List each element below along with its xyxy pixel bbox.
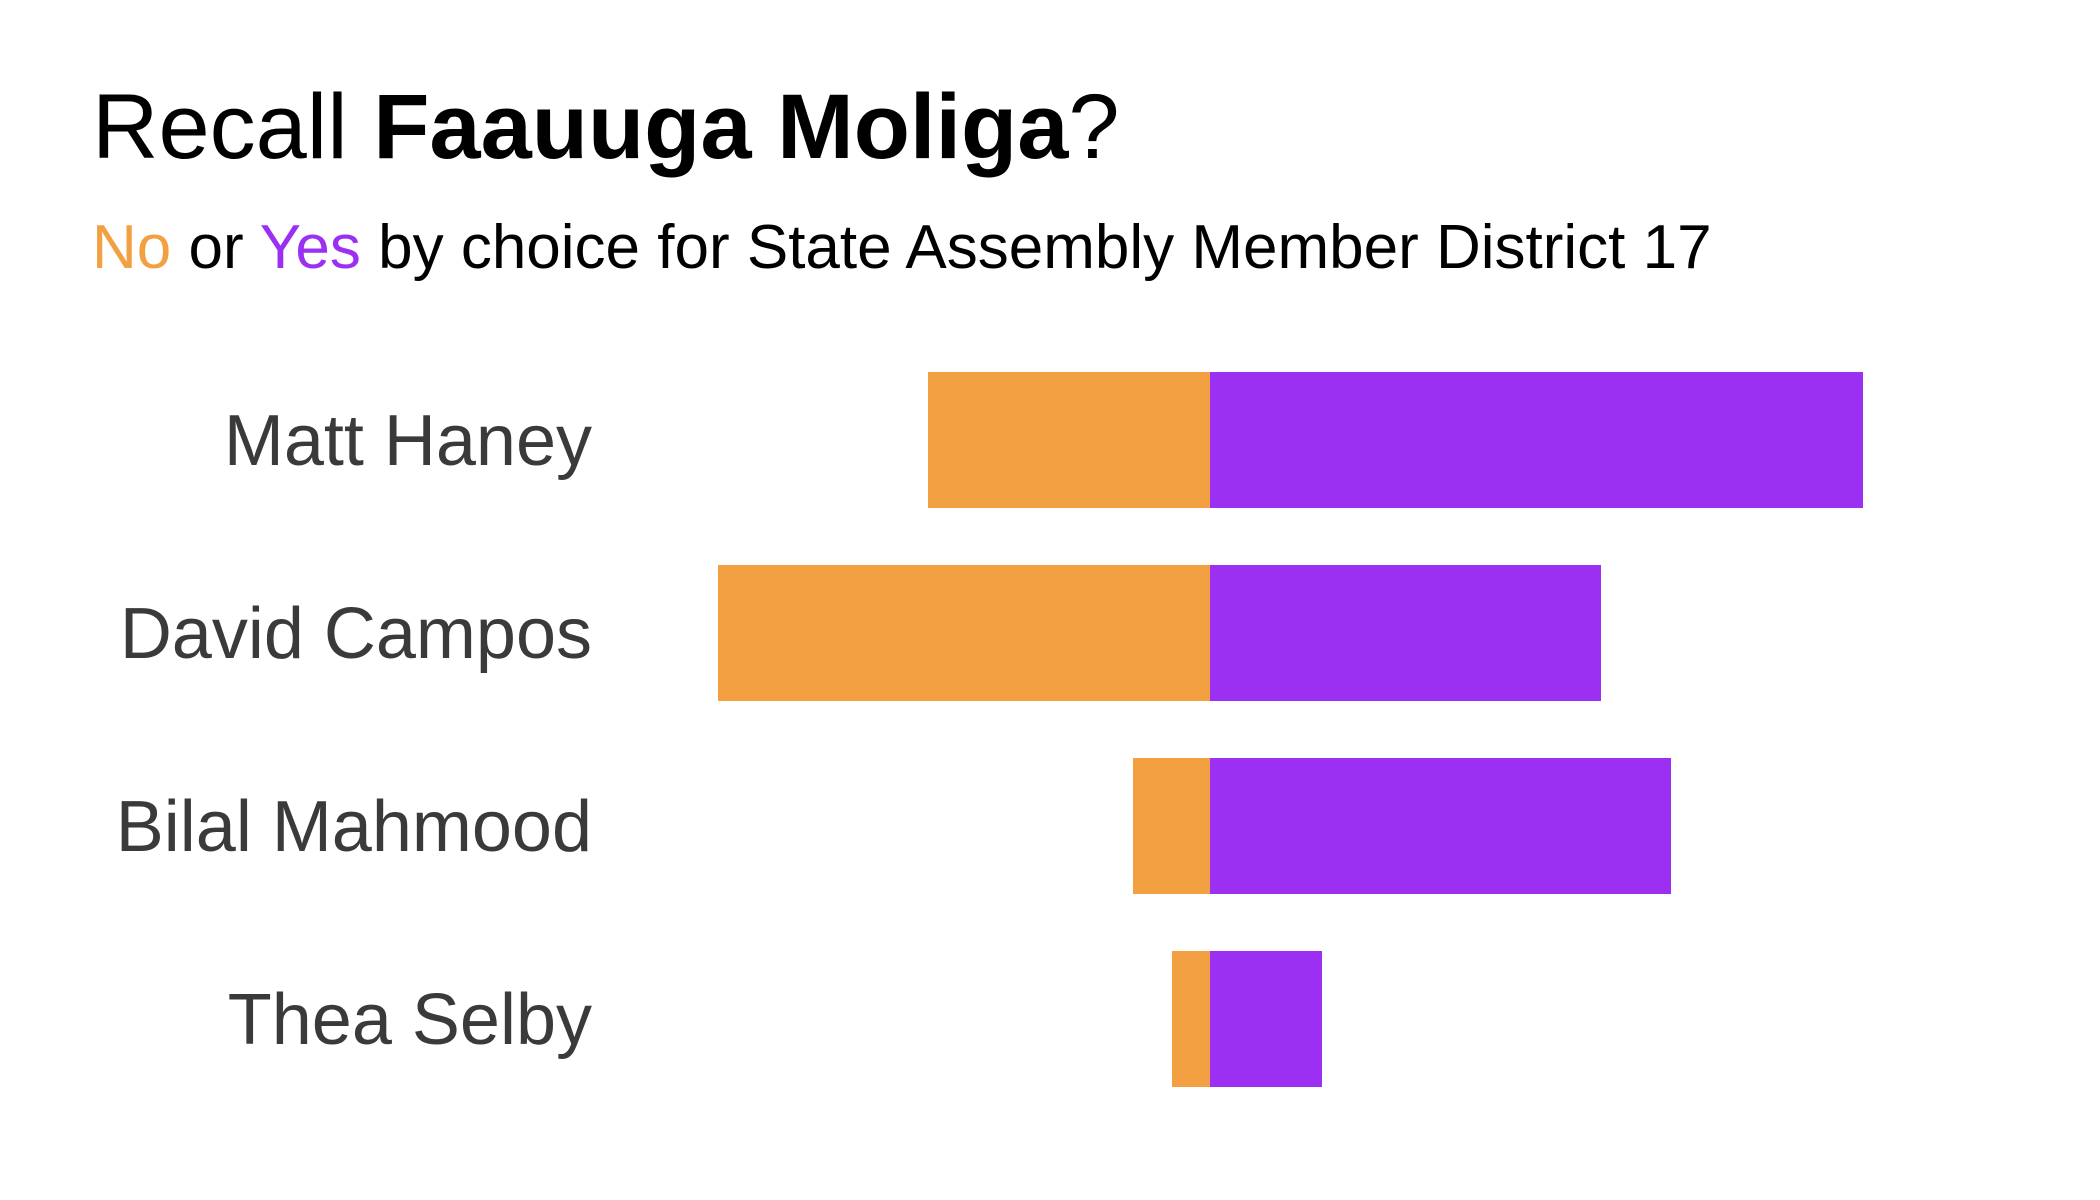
bar-no-matt-haney <box>928 372 1210 508</box>
category-label-bilal-mahmood: Bilal Mahmood <box>116 787 592 867</box>
subtitle-no-word: No <box>92 213 172 282</box>
subtitle-or-word: or <box>171 213 260 282</box>
bar-yes-matt-haney <box>1210 372 1863 508</box>
subtitle-rest: by choice for State Assembly Member Dist… <box>360 213 1712 282</box>
bar-no-bilal-mahmood <box>1133 758 1210 894</box>
bar-yes-thea-selby <box>1210 951 1322 1087</box>
title-prefix: Recall <box>92 76 374 178</box>
title-name: Faauuga Moliga <box>373 76 1069 178</box>
bar-no-thea-selby <box>1172 951 1210 1087</box>
chart-title: Recall Faauuga Moliga? <box>92 72 1120 182</box>
chart-subtitle: No or Yes by choice for State Assembly M… <box>92 210 1712 286</box>
bar-yes-david-campos <box>1210 565 1601 701</box>
title-suffix: ? <box>1068 76 1120 178</box>
category-label-matt-haney: Matt Haney <box>224 401 592 481</box>
subtitle-yes-word: Yes <box>259 213 361 282</box>
category-label-thea-selby: Thea Selby <box>228 980 592 1060</box>
category-label-david-campos: David Campos <box>120 594 592 674</box>
bar-no-david-campos <box>718 565 1210 701</box>
bar-yes-bilal-mahmood <box>1210 758 1671 894</box>
